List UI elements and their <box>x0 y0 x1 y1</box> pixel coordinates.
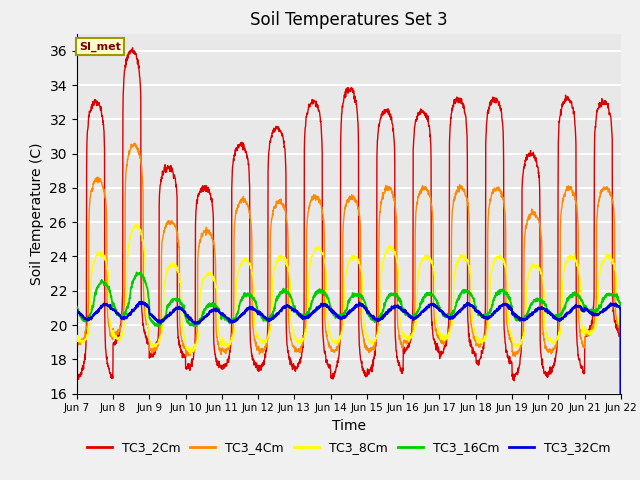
Text: SI_met: SI_met <box>79 42 121 52</box>
Y-axis label: Soil Temperature (C): Soil Temperature (C) <box>30 143 44 285</box>
Legend: TC3_2Cm, TC3_4Cm, TC3_8Cm, TC3_16Cm, TC3_32Cm: TC3_2Cm, TC3_4Cm, TC3_8Cm, TC3_16Cm, TC3… <box>82 436 616 459</box>
X-axis label: Time: Time <box>332 419 366 433</box>
Title: Soil Temperatures Set 3: Soil Temperatures Set 3 <box>250 11 447 29</box>
